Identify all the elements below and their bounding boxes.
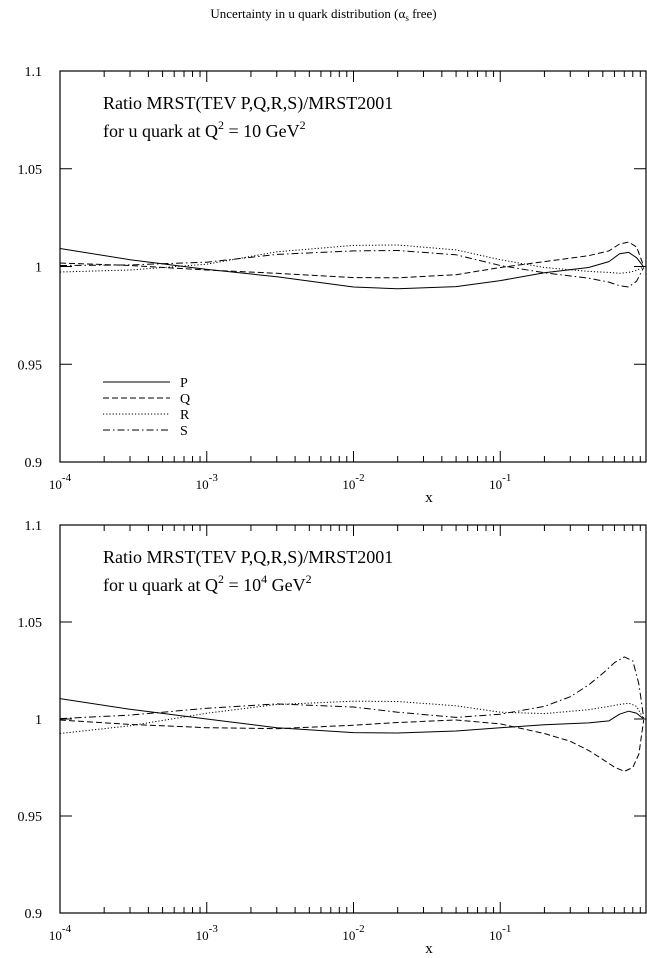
annotation-superscript: 2 xyxy=(218,572,224,586)
x-tick-label-base: 10 xyxy=(489,477,502,492)
x-tick-label-base: 10 xyxy=(49,928,62,943)
y-tick-label: 1.1 xyxy=(25,65,43,80)
y-tick-label: 0.9 xyxy=(25,456,43,471)
series-line-s xyxy=(59,250,645,288)
annotation-text: for u quark at Q xyxy=(103,575,218,595)
x-tick-label-base: 10 xyxy=(489,928,502,943)
figure-title: Uncertainty in u quark distribution (αs … xyxy=(0,6,647,23)
figure-title-prefix: Uncertainty in u quark distribution ( xyxy=(210,6,399,21)
y-tick-label: 0.95 xyxy=(18,358,43,373)
x-tick-label-exponent: -4 xyxy=(62,472,72,484)
series-line-p xyxy=(59,248,645,290)
y-tick-label: 1.05 xyxy=(18,163,43,178)
series-line-r xyxy=(59,700,645,734)
annotation-text: = 10 GeV xyxy=(224,121,300,141)
legend-label-q: Q xyxy=(180,392,190,407)
figure-title-subscript: s xyxy=(405,13,409,23)
legend-label-s: S xyxy=(180,424,188,439)
x-tick-label-exponent: -4 xyxy=(62,923,72,935)
annotation-line-1: Ratio MRST(TEV P,Q,R,S)/MRST2001 xyxy=(103,547,393,568)
annotation-text: for u quark at Q xyxy=(103,121,218,141)
annotation-unit-superscript: 2 xyxy=(300,118,306,132)
legend-label-r: R xyxy=(180,408,190,423)
x-tick-label: 10-1 xyxy=(489,923,511,943)
x-tick-label-exponent: -2 xyxy=(355,923,364,935)
x-tick-label: 10-2 xyxy=(342,923,364,943)
annotation-line-2: for u quark at Q2 = 104 GeV2 xyxy=(103,572,312,595)
series-line-r xyxy=(59,244,644,274)
y-tick-label: 1.1 xyxy=(25,519,43,534)
x-axis-label: x xyxy=(425,490,433,506)
legend-label-p: P xyxy=(180,376,188,391)
annotation-superscript: 2 xyxy=(218,118,224,132)
x-tick-label-exponent: -2 xyxy=(355,472,364,484)
figure-title-alpha: α xyxy=(398,6,406,21)
x-tick-label-exponent: -1 xyxy=(502,923,511,935)
series-line-p xyxy=(59,698,645,734)
x-tick-label: 10-1 xyxy=(489,472,511,492)
y-tick-label: 0.95 xyxy=(18,810,43,825)
annotation-superscript: 4 xyxy=(261,572,267,586)
annotation-line-2: for u quark at Q2 = 10 GeV2 xyxy=(103,118,306,141)
y-tick-label: 1 xyxy=(35,713,42,728)
annotation-text: = 10 xyxy=(224,575,261,595)
x-tick-label: 10-2 xyxy=(342,472,364,492)
x-tick-label: 10-4 xyxy=(49,472,72,492)
x-tick-label-base: 10 xyxy=(342,477,355,492)
y-tick-label: 1 xyxy=(35,261,42,276)
annotation-unit-superscript: 2 xyxy=(306,572,312,586)
x-tick-label: 10-4 xyxy=(49,923,72,943)
x-tick-label-base: 10 xyxy=(49,477,62,492)
series-line-q xyxy=(59,719,645,772)
x-tick-label-base: 10 xyxy=(342,928,355,943)
x-tick-label-exponent: -3 xyxy=(209,923,219,935)
annotation-line-1: Ratio MRST(TEV P,Q,R,S)/MRST2001 xyxy=(103,93,393,114)
series-line-s xyxy=(59,656,645,720)
x-tick-label-base: 10 xyxy=(196,477,209,492)
x-axis-label: x xyxy=(425,941,433,957)
y-tick-label: 1.05 xyxy=(18,616,43,631)
y-tick-label: 0.9 xyxy=(25,907,43,922)
figure-title-suffix: free) xyxy=(408,6,437,21)
x-tick-label-exponent: -1 xyxy=(502,472,511,484)
x-tick-label-base: 10 xyxy=(196,928,209,943)
annotation-unit: GeV xyxy=(267,575,306,595)
x-tick-label: 10-3 xyxy=(196,472,219,492)
x-tick-label-exponent: -3 xyxy=(209,472,219,484)
series-line-q xyxy=(59,241,645,279)
x-tick-label: 10-3 xyxy=(196,923,219,943)
